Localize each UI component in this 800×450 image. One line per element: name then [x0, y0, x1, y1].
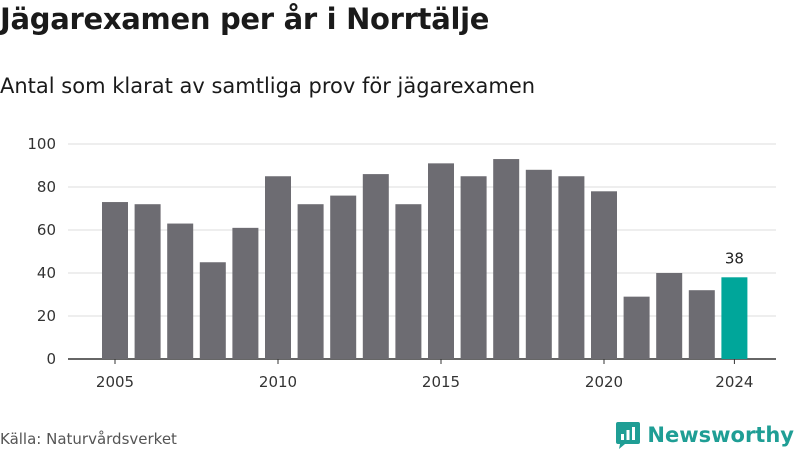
bar — [623, 296, 650, 359]
y-tick-label: 0 — [46, 350, 56, 368]
brand-logo: Newsworthy — [615, 420, 794, 450]
bar — [199, 262, 226, 359]
bar — [428, 163, 454, 359]
bars — [102, 159, 748, 359]
bar — [525, 169, 552, 359]
y-tick-label: 40 — [37, 264, 56, 282]
bar — [493, 159, 520, 359]
data-label: 38 — [725, 249, 744, 267]
bar — [688, 290, 715, 359]
bar-highlight — [721, 277, 748, 359]
chart-title: Jägarexamen per år i Norrtälje — [0, 2, 490, 36]
bar — [102, 202, 128, 359]
bar-chart: 38 0 20 40 60 80 100 2005 2010 2015 2020 2024 — [27, 135, 776, 391]
bar — [297, 204, 324, 359]
bar — [362, 174, 389, 359]
data-labels: 38 — [725, 249, 744, 267]
bar — [330, 195, 357, 359]
bar — [232, 227, 259, 359]
bar — [265, 176, 291, 359]
bar — [460, 176, 487, 359]
y-axis-ticks: 0 20 40 60 80 100 — [27, 135, 56, 368]
x-tick-label: 2024 — [715, 373, 753, 391]
x-tick-label: 2005 — [96, 373, 134, 391]
source-note: Källa: Naturvårdsverket — [0, 430, 177, 448]
x-axis-ticks: 2005 2010 2015 2020 2024 — [96, 359, 753, 391]
x-tick-label: 2020 — [585, 373, 623, 391]
x-tick-label: 2010 — [259, 373, 297, 391]
y-tick-label: 80 — [37, 178, 56, 196]
bar — [591, 191, 617, 359]
bar — [395, 204, 422, 359]
x-tick-label: 2015 — [422, 373, 460, 391]
bar — [167, 223, 194, 359]
y-tick-label: 60 — [37, 221, 56, 239]
bar — [656, 273, 683, 359]
brand-name: Newsworthy — [647, 423, 794, 447]
bar — [558, 176, 585, 359]
newsworthy-logo-icon — [616, 422, 641, 449]
y-tick-label: 20 — [37, 307, 56, 325]
chart-subtitle: Antal som klarat av samtliga prov för jä… — [0, 74, 536, 98]
y-tick-label: 100 — [27, 135, 56, 153]
bar — [134, 204, 161, 359]
